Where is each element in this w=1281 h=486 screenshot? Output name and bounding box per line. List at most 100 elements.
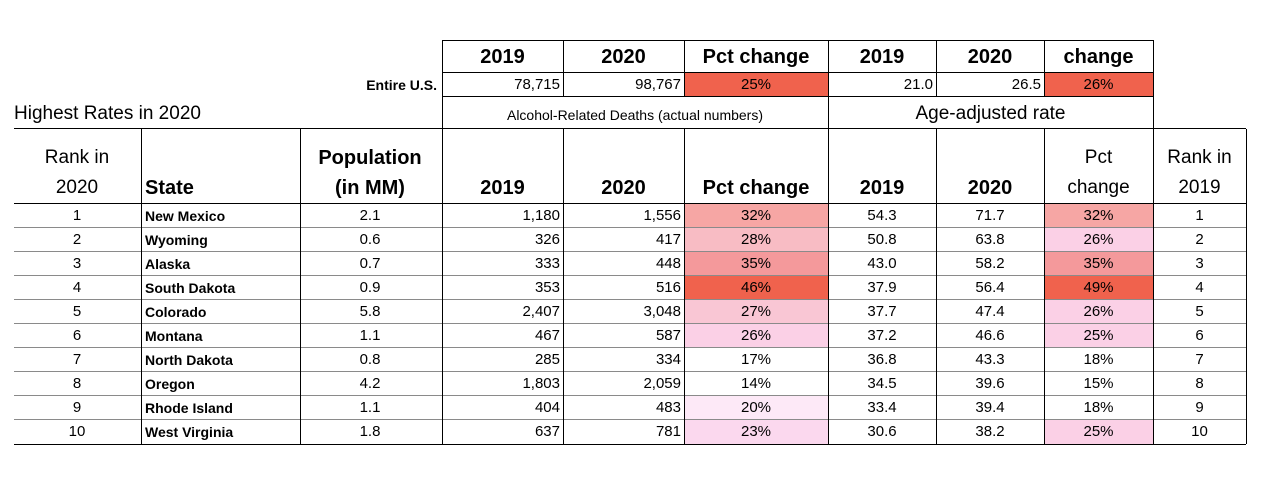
cell-rate-pct: 25% [1044, 324, 1153, 348]
cell-deaths-pct: 32% [684, 204, 828, 228]
cell-rate-2019: 50.8 [867, 231, 897, 248]
cell-deaths-2020: 483 [655, 399, 681, 416]
top-header-pct-change-deaths: Pct change [702, 46, 810, 68]
cell-deaths-2019: 1,180 [522, 207, 560, 224]
col-rate-pct-line1: Pct [1084, 147, 1113, 168]
grid-line [14, 371, 1246, 372]
cell-rate-pct: 15% [1044, 372, 1153, 396]
grid-line [14, 347, 1246, 348]
grid-line [1044, 129, 1045, 444]
cell-rate-2020: 39.4 [975, 399, 1005, 416]
grid-line [442, 40, 1153, 41]
cell-state: West Virginia [145, 424, 234, 440]
cell-deaths-pct: 28% [684, 228, 828, 252]
cell-deaths-2019: 1,803 [522, 375, 560, 392]
us-rate-pct: 26% [1044, 73, 1153, 97]
cell-rate-2019: 37.7 [867, 303, 897, 320]
cell-deaths-2020: 417 [655, 231, 681, 248]
cell-rate-2019: 36.8 [867, 351, 897, 368]
top-header-2020-deaths: 2020 [601, 46, 646, 68]
grid-line [1153, 129, 1154, 444]
grid-line [828, 129, 829, 444]
cell-deaths-pct: 26% [684, 324, 828, 348]
col-deaths-pct: Pct change [702, 177, 810, 199]
cell-rank2019: 6 [1195, 327, 1204, 344]
cell-deaths-pct: 14% [684, 372, 828, 396]
us-deaths-2019: 78,715 [514, 76, 560, 93]
us-rate-2020: 26.5 [1011, 76, 1041, 93]
cell-deaths-2020: 516 [655, 279, 681, 296]
us-deaths-2020: 98,767 [635, 76, 681, 93]
cell-deaths-2020: 3,048 [643, 303, 681, 320]
col-rank2020-line1: Rank in [44, 147, 110, 168]
cell-deaths-2020: 334 [655, 351, 681, 368]
grid-line [563, 40, 564, 97]
cell-rate-2019: 37.2 [867, 327, 897, 344]
col-rank2019-line1: Rank in [1167, 147, 1232, 168]
cell-deaths-pct: 20% [684, 396, 828, 420]
cell-deaths-2019: 637 [534, 423, 560, 440]
cell-population: 2.1 [359, 207, 381, 224]
grid-line [563, 129, 564, 444]
cell-rate-2020: 47.4 [975, 303, 1005, 320]
cell-rate-2020: 63.8 [975, 231, 1005, 248]
grid-line [1153, 40, 1154, 97]
grid-line [936, 129, 937, 444]
cell-rate-2020: 58.2 [975, 255, 1005, 272]
grid-line [14, 395, 1246, 396]
cell-rank2020: 1 [72, 207, 82, 224]
cell-deaths-2019: 353 [534, 279, 560, 296]
grid-line [300, 129, 301, 444]
cell-deaths-pct: 46% [684, 276, 828, 300]
grid-line [14, 275, 1246, 276]
grid-line [442, 72, 1153, 73]
cell-deaths-pct: 17% [684, 348, 828, 372]
cell-rate-2020: 46.6 [975, 327, 1005, 344]
col-rank2020-line2: 2020 [55, 177, 99, 198]
col-state: State [145, 177, 194, 199]
cell-population: 5.8 [359, 303, 381, 320]
grid-line [442, 96, 1153, 97]
cell-rank2020: 4 [72, 279, 82, 296]
cell-rate-pct: 26% [1044, 228, 1153, 252]
cell-rate-2019: 54.3 [867, 207, 897, 224]
cell-state: Colorado [145, 304, 207, 320]
us-rate-2019: 21.0 [903, 76, 933, 93]
cell-deaths-2019: 467 [534, 327, 560, 344]
grid-line [141, 129, 142, 444]
cell-rank2019: 8 [1195, 375, 1204, 392]
cell-rank2019: 9 [1195, 399, 1204, 416]
col-rank2019-line2: 2019 [1178, 177, 1221, 198]
grid-line [14, 203, 1246, 204]
cell-deaths-2019: 333 [534, 255, 560, 272]
col-population-line2: (in MM) [335, 177, 405, 199]
us-row-label: Entire U.S. [366, 77, 437, 93]
cell-deaths-2019: 285 [534, 351, 560, 368]
us-deaths-pct: 25% [684, 73, 828, 97]
col-rate-2020: 2020 [967, 177, 1013, 199]
cell-state: Montana [145, 328, 203, 344]
cell-rate-2019: 30.6 [867, 423, 897, 440]
grid-line [14, 299, 1246, 300]
grid-line [442, 97, 443, 128]
cell-rank2019: 3 [1195, 255, 1204, 272]
deaths-group-label: Alcohol-Related Deaths (actual numbers) [506, 107, 763, 123]
rate-group-label: Age-adjusted rate [915, 103, 1066, 124]
cell-deaths-2020: 781 [655, 423, 681, 440]
cell-state: New Mexico [145, 208, 226, 224]
cell-rate-2020: 71.7 [975, 207, 1005, 224]
grid-line [828, 97, 829, 128]
cell-rank2020: 5 [72, 303, 82, 320]
col-deaths-2020: 2020 [601, 177, 646, 199]
cell-population: 1.1 [359, 327, 381, 344]
cell-state: South Dakota [145, 280, 236, 296]
cell-rank2020: 8 [72, 375, 82, 392]
cell-rank2019: 1 [1195, 207, 1204, 224]
cell-deaths-2020: 587 [655, 327, 681, 344]
cell-deaths-2020: 1,556 [643, 207, 681, 224]
cell-rank2020: 7 [72, 351, 82, 368]
grid-line [684, 129, 685, 444]
cell-state: Rhode Island [145, 400, 233, 416]
grid-line [684, 40, 685, 97]
cell-state: Alaska [145, 256, 191, 272]
